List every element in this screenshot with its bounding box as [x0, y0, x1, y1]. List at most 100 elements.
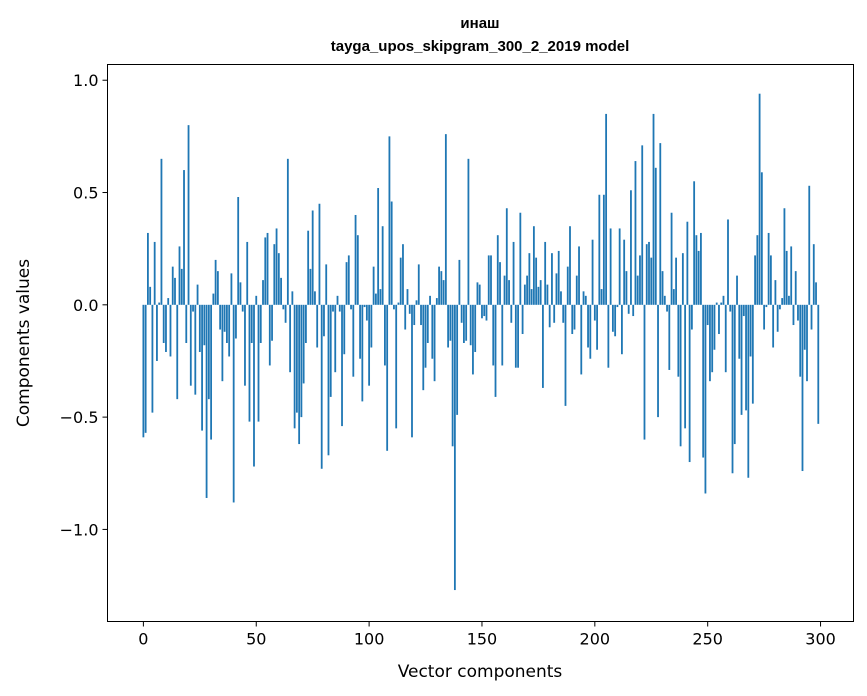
bar-73 [307, 230, 310, 305]
bar-93 [352, 304, 355, 377]
bar-30 [210, 304, 213, 440]
bar-208 [611, 304, 614, 332]
bar-257 [722, 295, 725, 305]
bar-246 [697, 250, 700, 305]
bar-164 [512, 241, 515, 305]
bar-108 [386, 304, 389, 451]
bar-103 [374, 293, 377, 305]
chart-title: инаш [460, 15, 499, 32]
y-tick-label: −0.5 [60, 408, 99, 427]
bar-83 [329, 304, 332, 397]
bar-243 [690, 304, 693, 330]
bar-15 [176, 304, 179, 400]
bar-287 [790, 246, 793, 305]
bar-38 [228, 304, 231, 357]
bar-82 [327, 304, 330, 456]
bar-187 [564, 304, 567, 406]
bar-161 [505, 208, 508, 305]
bar-231 [663, 295, 666, 305]
bar-284 [783, 208, 786, 305]
bar-184 [557, 250, 560, 305]
bar-251 [709, 304, 711, 382]
bar-299 [817, 304, 820, 424]
bar-188 [566, 266, 569, 305]
bar-248 [702, 304, 705, 458]
bar-240 [684, 304, 687, 429]
bar-137 [451, 304, 454, 447]
bar-58 [273, 244, 276, 305]
bar-183 [555, 273, 558, 305]
bar-150 [481, 304, 483, 319]
bar-250 [706, 304, 709, 326]
bar-102 [372, 266, 375, 305]
bar-217 [632, 304, 635, 317]
bar-21 [189, 304, 192, 386]
bar-275 [763, 304, 766, 330]
x-axis-label: Vector components [398, 662, 563, 682]
bar-37 [226, 304, 228, 343]
bar-17 [180, 268, 183, 305]
x-tick-label: 50 [246, 630, 266, 649]
bar-119 [411, 304, 413, 438]
bar-98 [363, 304, 366, 308]
bar-195 [582, 291, 585, 305]
bar-116 [404, 304, 407, 330]
x-tick-label: 150 [467, 630, 498, 649]
bar-70 [300, 304, 303, 418]
bar-280 [774, 280, 777, 305]
bar-105 [379, 289, 382, 305]
bar-291 [799, 304, 802, 377]
bar-272 [756, 235, 759, 305]
bar-254 [715, 302, 718, 305]
bar-95 [356, 235, 359, 305]
bar-53 [262, 280, 264, 305]
bar-140 [458, 259, 461, 305]
bar-117 [406, 289, 409, 305]
bar-296 [810, 304, 813, 330]
bar-45 [244, 304, 246, 386]
bar-185 [560, 291, 562, 305]
bar-9 [162, 304, 165, 343]
bar-252 [711, 304, 714, 373]
bar-112 [395, 304, 398, 429]
bar-57 [271, 304, 273, 341]
chart-subtitle: tayga_upos_skipgram_300_2_2019 model [331, 38, 630, 55]
bar-186 [562, 304, 565, 323]
bar-196 [584, 295, 587, 305]
bar-167 [519, 212, 522, 305]
bar-94 [354, 214, 357, 305]
bar-172 [530, 289, 533, 305]
bar-245 [695, 235, 698, 305]
x-tick-label: 250 [692, 630, 723, 649]
bar-210 [616, 304, 619, 308]
y-tick-label: −1.0 [60, 520, 99, 539]
bar-99 [365, 304, 368, 321]
bar-274 [760, 172, 763, 305]
bar-154 [490, 255, 492, 305]
bar-41 [235, 304, 237, 339]
bar-209 [614, 304, 617, 337]
bar-60 [277, 253, 280, 305]
bar-88 [341, 304, 343, 427]
bar-42 [237, 197, 240, 305]
bar-234 [670, 212, 673, 305]
bar-55 [266, 232, 269, 305]
bar-75 [311, 210, 314, 305]
bar-56 [268, 304, 271, 366]
bar-133 [442, 280, 445, 305]
bar-159 [501, 304, 504, 366]
bar-253 [713, 304, 716, 350]
bar-16 [178, 246, 181, 305]
bar-191 [573, 304, 576, 330]
bar-220 [639, 255, 641, 305]
bar-276 [765, 304, 768, 308]
bar-155 [492, 304, 495, 366]
bar-212 [621, 304, 623, 355]
bar-68 [295, 304, 298, 413]
bar-22 [192, 304, 194, 312]
bar-14 [174, 277, 176, 305]
bar-114 [399, 257, 402, 305]
bar-244 [693, 181, 696, 305]
bar-213 [623, 239, 626, 305]
bar-204 [602, 194, 605, 305]
